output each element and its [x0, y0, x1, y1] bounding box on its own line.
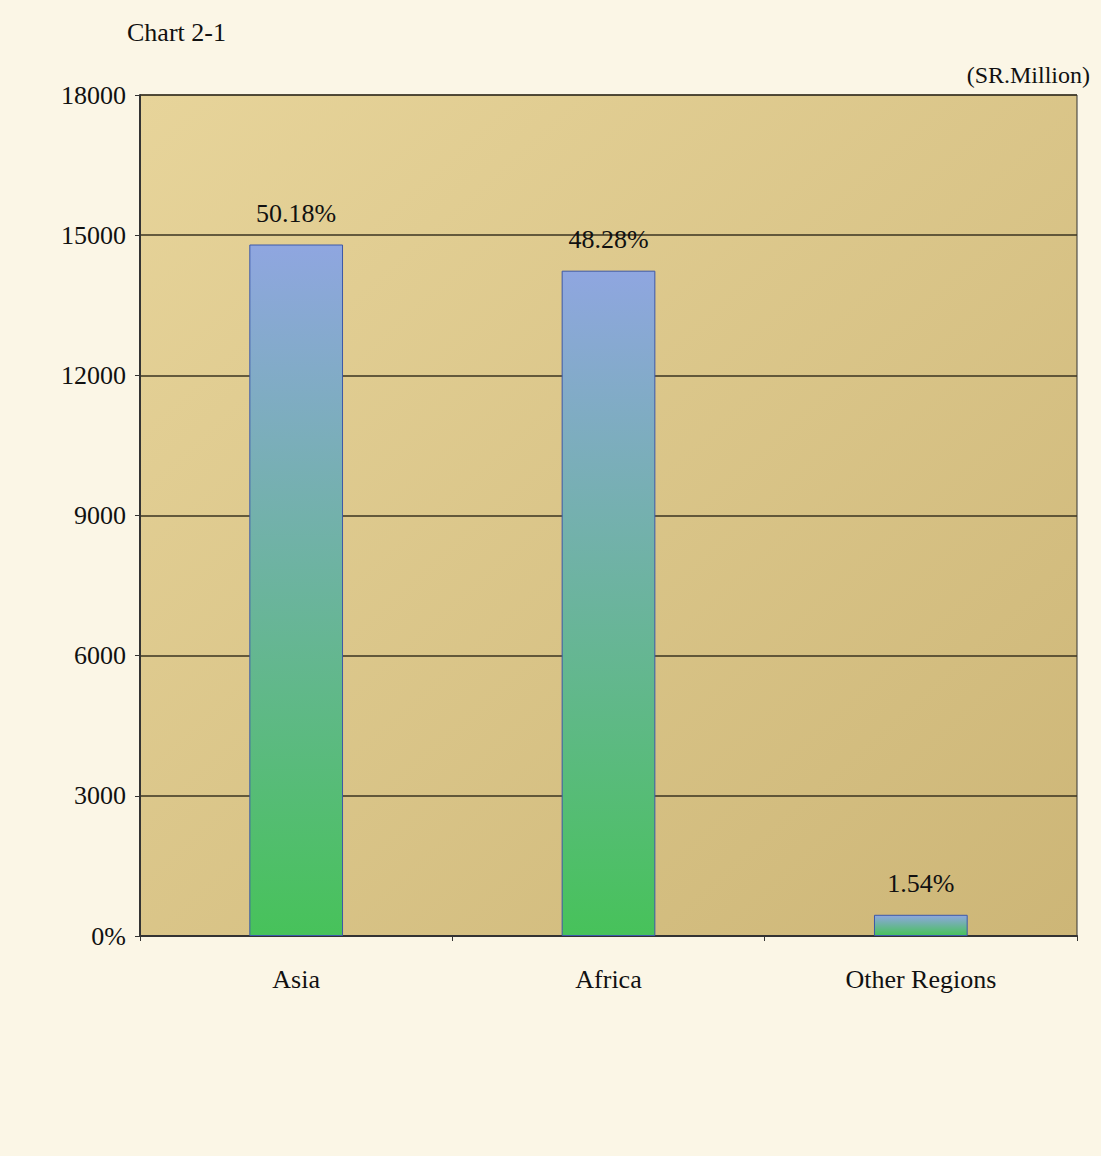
svg-text:6000: 6000	[74, 641, 126, 670]
svg-text:9000: 9000	[74, 501, 126, 530]
svg-text:3000: 3000	[74, 781, 126, 810]
svg-text:0%: 0%	[91, 922, 126, 951]
svg-text:1.54%: 1.54%	[887, 869, 954, 898]
svg-text:18000: 18000	[61, 81, 126, 110]
svg-text:48.28%: 48.28%	[568, 225, 648, 254]
svg-text:12000: 12000	[61, 361, 126, 390]
svg-text:(SR.Million): (SR.Million)	[967, 62, 1090, 88]
svg-text:Chart 2-1: Chart 2-1	[127, 18, 226, 47]
svg-text:Africa: Africa	[575, 965, 642, 994]
svg-text:Asia: Asia	[272, 965, 320, 994]
svg-text:15000: 15000	[61, 221, 126, 250]
svg-text:Other Regions: Other Regions	[845, 965, 996, 994]
svg-text:50.18%: 50.18%	[256, 199, 336, 228]
